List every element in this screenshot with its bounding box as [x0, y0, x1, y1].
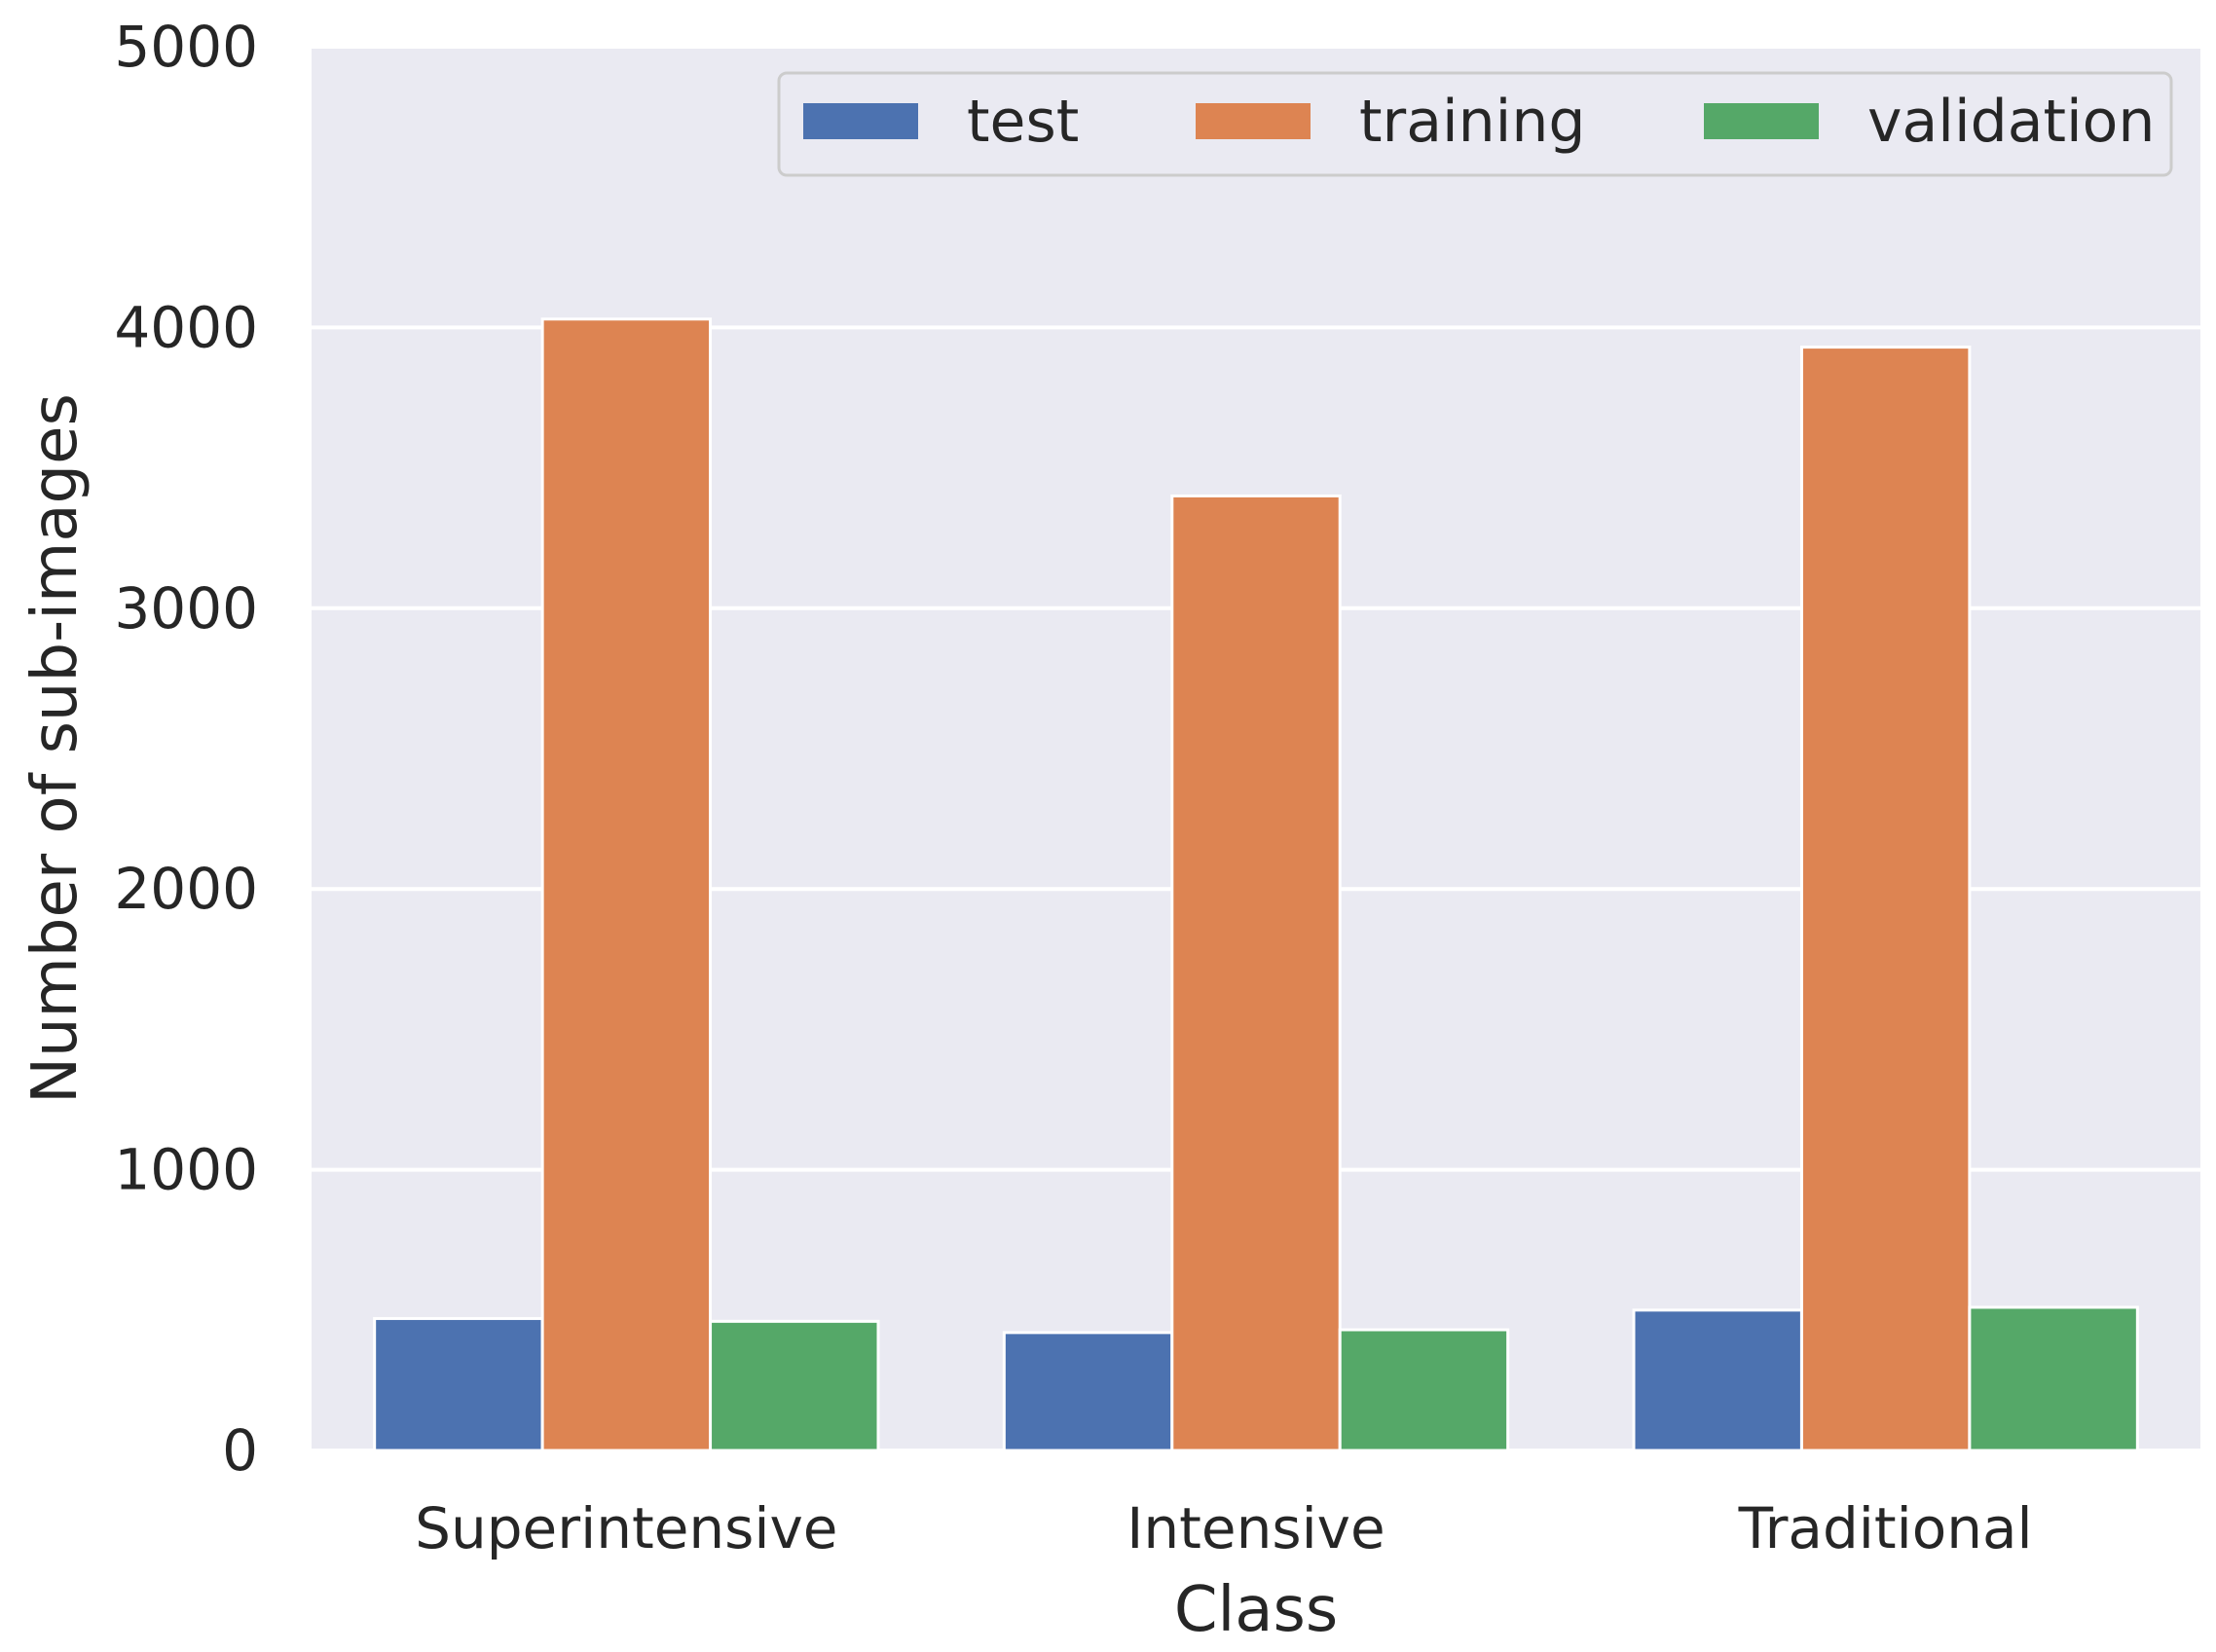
x-tick-label: Intensive — [1126, 1495, 1385, 1561]
y-tick-label: 1000 — [114, 1137, 258, 1203]
bar-validation-intensive — [1338, 1328, 1510, 1452]
legend-label-test: test — [967, 88, 1079, 156]
bar-test-traditional — [1632, 1308, 1803, 1452]
legend-swatch-test — [803, 103, 918, 139]
bars — [373, 317, 2139, 1452]
legend: test training validation — [777, 71, 2173, 177]
bar-training-traditional — [1799, 346, 1972, 1452]
legend-swatch-validation — [1704, 103, 1819, 139]
legend-swatch-training — [1196, 103, 1311, 139]
y-tick-label: 4000 — [114, 294, 258, 360]
bar-test-intensive — [1002, 1331, 1174, 1452]
bar-test-superintensive — [373, 1316, 544, 1452]
y-tick-label: 3000 — [114, 575, 258, 642]
bar-validation-traditional — [1968, 1305, 2139, 1452]
legend-label-validation: validation — [1867, 88, 2155, 156]
y-tick-label: 0 — [222, 1417, 258, 1484]
bar-validation-superintensive — [709, 1319, 880, 1452]
y-axis-label: Number of sub-images — [19, 393, 92, 1104]
x-tick-label: Traditional — [1738, 1495, 2033, 1561]
x-tick-label: Superintensive — [415, 1495, 837, 1561]
y-axis-ticks: 0 1000 2000 3000 4000 5000 — [114, 14, 258, 1484]
y-tick-label: 5000 — [114, 14, 258, 80]
legend-frame — [777, 71, 2173, 177]
x-axis-label: Class — [1174, 1574, 1338, 1646]
x-axis-ticks: Superintensive Intensive Traditional — [415, 1495, 2032, 1561]
bar-training-superintensive — [540, 317, 713, 1452]
bar-training-intensive — [1170, 494, 1342, 1452]
y-tick-label: 2000 — [114, 856, 258, 922]
legend-label-training: training — [1359, 88, 1585, 156]
